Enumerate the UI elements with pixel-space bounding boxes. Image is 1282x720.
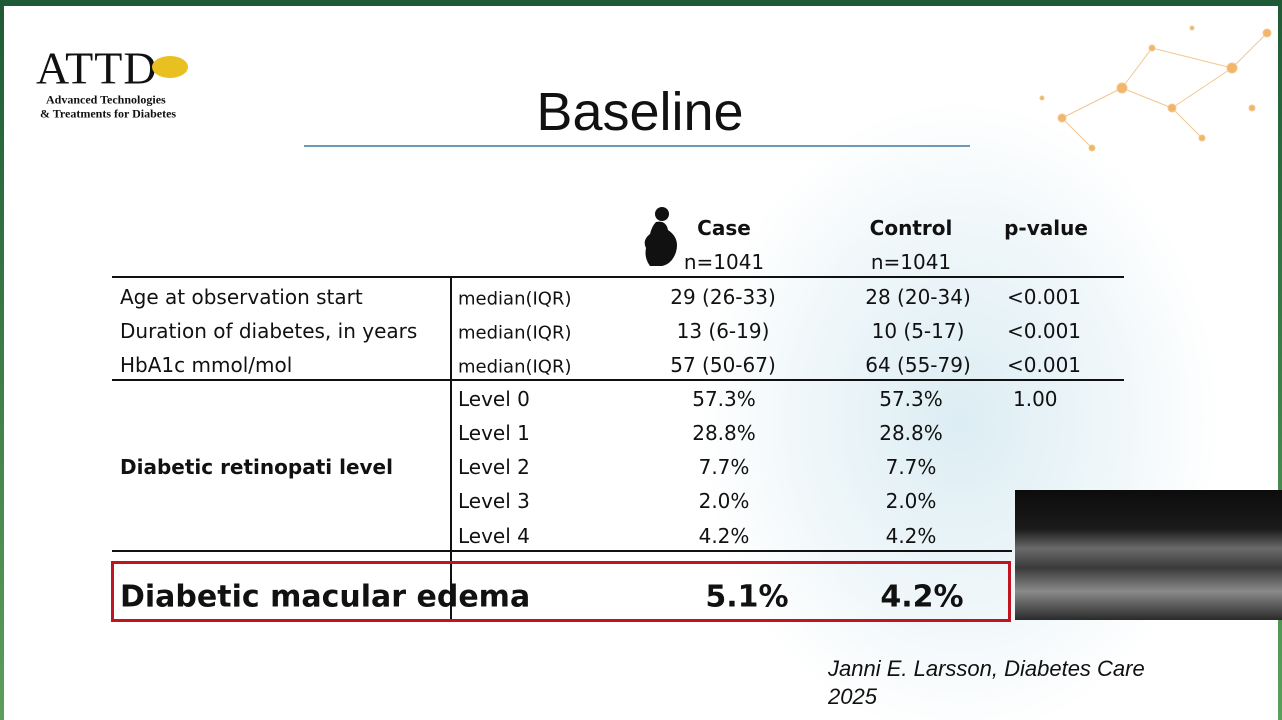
table-rule <box>112 550 1012 552</box>
statistic: median(IQR) <box>458 322 572 344</box>
case-value: 29 (26-33) <box>670 285 776 309</box>
case-value: 13 (6-19) <box>676 319 770 343</box>
column-n: n=1041 <box>870 250 952 274</box>
control-value: 28 (20-34) <box>865 285 971 309</box>
citation: Janni E. Larsson, Diabetes Care <box>828 656 1145 681</box>
logo-line: Advanced Technologies <box>46 92 166 107</box>
level-label: Level 4 <box>458 524 530 548</box>
statistic: median(IQR) <box>458 288 572 310</box>
pregnant-icon <box>644 207 677 266</box>
frame-left <box>0 0 4 720</box>
row-label: HbA1c mmol/mol <box>120 353 293 377</box>
control-value: 2.0% <box>885 489 937 513</box>
p-value: 1.00 <box>1013 387 1058 411</box>
column-header: Control <box>869 216 953 240</box>
row-label: Duration of diabetes, in years <box>120 319 418 343</box>
level-label: Level 3 <box>458 489 530 513</box>
highlight-box <box>111 561 1011 622</box>
table-divider <box>450 277 452 620</box>
logo-mark: ATTD <box>36 42 158 94</box>
statistic: median(IQR) <box>458 356 572 378</box>
case-value: 5.1% <box>705 579 789 615</box>
title-underline <box>304 145 970 147</box>
case-value: 57.3% <box>692 387 756 411</box>
citation: 2025 <box>828 684 877 709</box>
column-n: n=1041 <box>683 250 765 274</box>
control-value: 57.3% <box>879 387 943 411</box>
row-label: Age at observation start <box>120 285 363 309</box>
molecule-decoration <box>1039 25 1272 152</box>
p-value: <0.001 <box>1007 285 1082 309</box>
control-value: 4.2% <box>885 524 937 548</box>
oct-image <box>1015 490 1282 620</box>
slide-title: Baseline <box>536 82 744 142</box>
case-value: 4.2% <box>698 524 750 548</box>
case-value: 7.7% <box>698 455 750 479</box>
logo-line: & Treatments for Diabetes <box>40 106 177 121</box>
table-rule <box>112 379 1124 381</box>
control-value: 64 (55-79) <box>865 353 971 377</box>
highlight-label: Diabetic macular edema <box>120 579 531 615</box>
control-value: 10 (5-17) <box>871 319 965 343</box>
case-value: 2.0% <box>698 489 750 513</box>
case-value: 28.8% <box>692 421 756 445</box>
p-value: <0.001 <box>1007 353 1082 377</box>
logo-swoosh <box>152 56 188 78</box>
column-header: Case <box>697 216 751 240</box>
control-value: 4.2% <box>880 579 964 615</box>
column-header: p-value <box>1004 216 1088 240</box>
table-rule <box>112 276 1124 278</box>
control-value: 7.7% <box>885 455 937 479</box>
p-value: <0.001 <box>1007 319 1082 343</box>
level-label: Level 1 <box>458 421 530 445</box>
control-value: 28.8% <box>879 421 943 445</box>
frame-top <box>0 0 1282 6</box>
group-label: Diabetic retinopati level <box>120 455 393 479</box>
case-value: 57 (50-67) <box>670 353 776 377</box>
level-label: Level 2 <box>458 455 530 479</box>
frame-right <box>1278 0 1282 720</box>
level-label: Level 0 <box>458 387 530 411</box>
